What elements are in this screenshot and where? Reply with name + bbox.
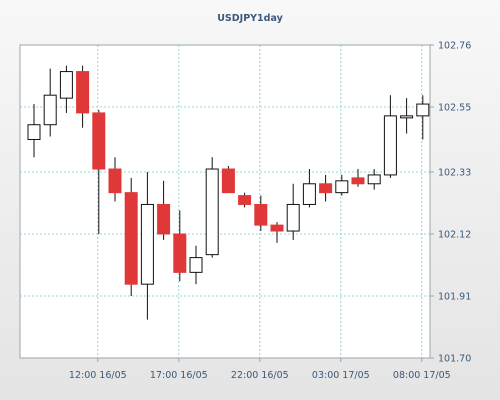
candle-body-up [43, 94, 57, 126]
x-tick-label: 08:00 17/05 [393, 370, 451, 381]
candle-body-up [302, 183, 316, 205]
candle-body-up [383, 115, 397, 176]
candle-body-down [238, 195, 252, 205]
candle-body-up [59, 71, 73, 99]
candle-body-up [27, 124, 41, 140]
candle-body-down [173, 233, 187, 273]
candle-body-down [254, 203, 268, 226]
x-tick-label: 12:00 16/05 [69, 370, 127, 381]
candle-body-down [221, 168, 235, 194]
x-tick-label: 03:00 17/05 [312, 370, 370, 381]
candle-body-down [124, 192, 138, 285]
candle-body-up [140, 203, 154, 285]
y-tick-label: 101.70 [438, 354, 471, 365]
candle-body-down [351, 177, 365, 185]
candle-body-up [286, 203, 300, 232]
candle-body-down [270, 224, 284, 232]
candle-body-up [335, 180, 349, 194]
candle-body-up [367, 174, 381, 185]
chart-title: USDJPY1day [217, 13, 283, 24]
y-tick-label: 102.33 [438, 167, 471, 178]
candle-body-up [400, 115, 414, 119]
candle-body-down [108, 168, 122, 194]
candle-body-down [157, 203, 171, 235]
candles [27, 65, 430, 320]
candle-body-up [205, 168, 219, 256]
y-tick-label: 101.91 [438, 291, 471, 302]
candle-body-down [319, 183, 333, 194]
x-tick-label: 22:00 16/05 [231, 370, 289, 381]
y-tick-label: 102.55 [438, 103, 471, 114]
candle-body-up [416, 103, 430, 117]
axis-ticks: 102.76 102.55 102.33 102.12 101.91 101.70 12:0… [69, 41, 471, 382]
y-tick-label: 102.76 [438, 41, 471, 52]
candle-body-down [76, 71, 90, 114]
x-tick-label: 17:00 16/05 [150, 370, 208, 381]
y-tick-label: 102.12 [438, 229, 471, 240]
candle-body-up [189, 257, 203, 273]
candle-body-down [92, 112, 106, 170]
